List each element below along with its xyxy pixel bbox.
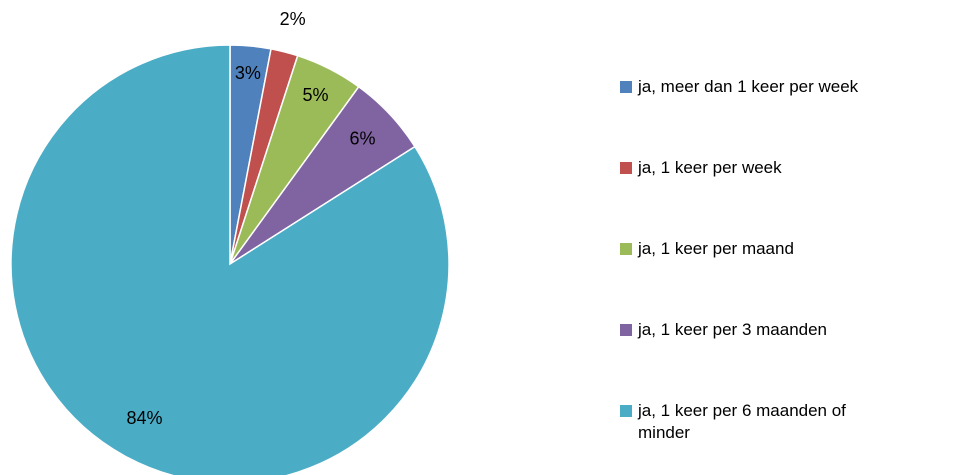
data-label: 84% (127, 408, 163, 428)
legend-label: ja, 1 keer per 6 maanden of minder (638, 401, 846, 442)
legend-swatch (620, 243, 632, 255)
data-label: 3% (235, 63, 261, 83)
legend-swatch (620, 324, 632, 336)
legend-label: ja, 1 keer per maand (638, 239, 794, 258)
legend-item: ja, 1 keer per week (620, 157, 893, 179)
legend-item: ja, meer dan 1 keer per week (620, 76, 893, 98)
legend-label: ja, meer dan 1 keer per week (638, 77, 859, 96)
legend-item: ja, 1 keer per 3 maanden (620, 319, 893, 341)
legend-label: ja, 1 keer per week (638, 158, 782, 177)
legend-item: ja, 1 keer per maand (620, 238, 893, 260)
legend-label: ja, 1 keer per 3 maanden (638, 320, 828, 339)
legend-swatch (620, 162, 632, 174)
legend-item: ja, 1 keer per 6 maanden of minder (620, 400, 893, 444)
legend-swatch (620, 81, 632, 93)
data-label: 5% (302, 85, 328, 105)
legend-swatch (620, 405, 632, 417)
pie-slice (10, 44, 450, 475)
data-label: 2% (280, 9, 306, 29)
data-label: 6% (349, 128, 375, 148)
